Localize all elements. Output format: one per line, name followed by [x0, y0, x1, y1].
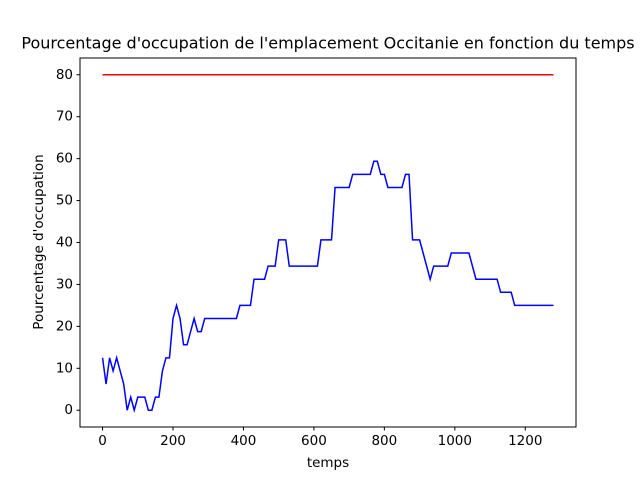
y-tick-label: 0 [64, 402, 73, 418]
y-tick-label: 70 [56, 109, 73, 125]
y-tick-label: 80 [56, 67, 73, 83]
x-tick-label: 1200 [508, 433, 542, 449]
x-tick-label: 600 [301, 433, 327, 449]
y-tick-label: 40 [56, 235, 73, 251]
x-tick-label: 200 [160, 433, 186, 449]
plot-frame [79, 57, 577, 428]
chart-title: Pourcentage d'occupation de l'emplacemen… [21, 34, 634, 53]
data-line [101, 160, 554, 414]
y-axis-label: Pourcentage d'occupation [31, 154, 47, 329]
x-axis-label: temps [307, 455, 349, 471]
y-tick-label: 30 [56, 276, 73, 292]
x-tick-label: 1000 [438, 433, 472, 449]
x-tick-label: 0 [98, 433, 107, 449]
x-tick-label: 800 [371, 433, 397, 449]
x-tick-label: 400 [231, 433, 257, 449]
y-tick-label: 20 [56, 318, 73, 334]
y-tick-label: 60 [56, 151, 73, 167]
y-tick-label: 50 [56, 193, 73, 209]
y-tick-label: 10 [56, 360, 73, 376]
